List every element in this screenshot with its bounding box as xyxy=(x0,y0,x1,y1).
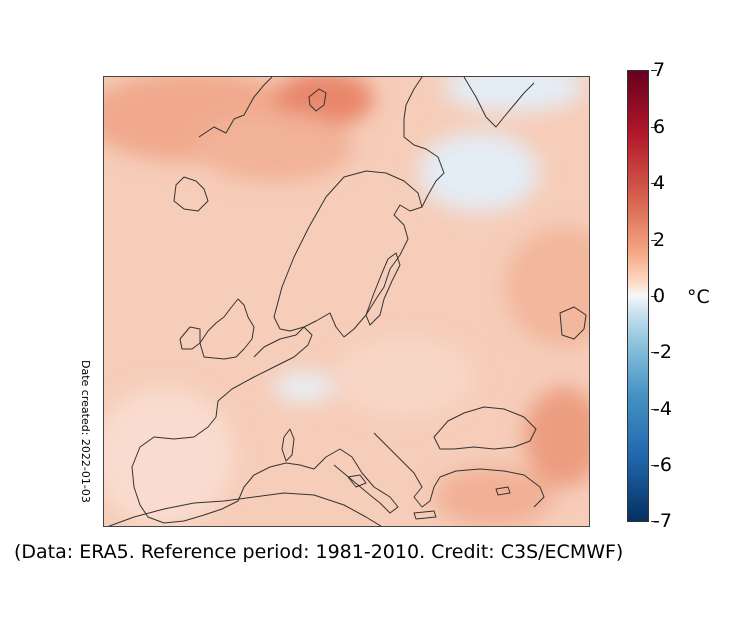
coast-cyprus xyxy=(495,486,511,496)
coast-italy xyxy=(333,448,399,514)
weak-anomaly-southwest xyxy=(104,387,234,526)
colorbar-label-6: 6 xyxy=(653,116,666,138)
date-created-label: Date created: 2022-01-03 xyxy=(79,360,92,503)
colorbar-tick-0 xyxy=(651,296,657,297)
cool-anomaly-alps xyxy=(274,372,334,402)
colorbar-tick-neg4 xyxy=(651,409,657,410)
anomaly-shading xyxy=(104,77,589,526)
coast-north-africa xyxy=(108,492,382,526)
warm-anomaly-east xyxy=(504,227,589,347)
coast-svalbard xyxy=(308,88,327,112)
weak-anomaly-central xyxy=(334,337,474,417)
colorbar-label-neg4: -4 xyxy=(653,398,672,420)
coast-kola-white-sea xyxy=(403,77,445,208)
warm-anomaly-middle-east xyxy=(524,387,589,487)
coast-sardinia-corsica xyxy=(281,428,295,462)
coast-sicily xyxy=(347,474,367,488)
coast-caspian xyxy=(559,306,587,340)
colorbar-label-7: 7 xyxy=(653,59,666,81)
coast-crete xyxy=(413,510,437,520)
coast-greenland xyxy=(198,77,273,138)
anomaly-map xyxy=(103,76,590,527)
coast-british-isles xyxy=(199,298,255,360)
colorbar-tick-4 xyxy=(651,183,657,184)
colorbar-label-neg6: -6 xyxy=(653,454,672,476)
coast-black-sea xyxy=(433,406,537,450)
coast-balkans-greece xyxy=(373,432,441,508)
colorbar-label-neg2: -2 xyxy=(653,341,672,363)
warm-anomaly-southeast xyxy=(434,467,554,526)
cool-anomaly-russia-north xyxy=(419,132,539,212)
coast-continent-west xyxy=(131,326,313,524)
colorbar-tick-neg2 xyxy=(651,352,657,353)
colorbar-tick-7 xyxy=(651,70,657,71)
colorbar-label-neg7: -7 xyxy=(653,510,672,532)
colorbar-label-0: 0 xyxy=(653,285,666,307)
coast-baltic xyxy=(365,252,401,326)
coast-iberia-med xyxy=(203,448,341,516)
coast-turkey xyxy=(439,468,545,508)
coast-novaya-zemlya xyxy=(463,77,535,128)
data-credit-caption: (Data: ERA5. Reference period: 1981-2010… xyxy=(14,541,624,563)
colorbar-unit-label: °C xyxy=(687,286,710,308)
colorbar-tick-neg6 xyxy=(651,465,657,466)
map-canvas xyxy=(104,77,589,526)
coastlines xyxy=(108,77,587,526)
colorbar-label-2: 2 xyxy=(653,229,666,251)
coast-iceland xyxy=(173,176,209,212)
colorbar-tick-neg7 xyxy=(651,521,657,522)
colorbar xyxy=(627,70,649,522)
coast-ireland xyxy=(179,326,201,350)
colorbar-tick-6 xyxy=(651,127,657,128)
warm-anomaly-norwegian-sea xyxy=(194,112,354,182)
coast-scandinavia xyxy=(273,170,423,338)
colorbar-tick-2 xyxy=(651,240,657,241)
colorbar-label-4: 4 xyxy=(653,172,666,194)
